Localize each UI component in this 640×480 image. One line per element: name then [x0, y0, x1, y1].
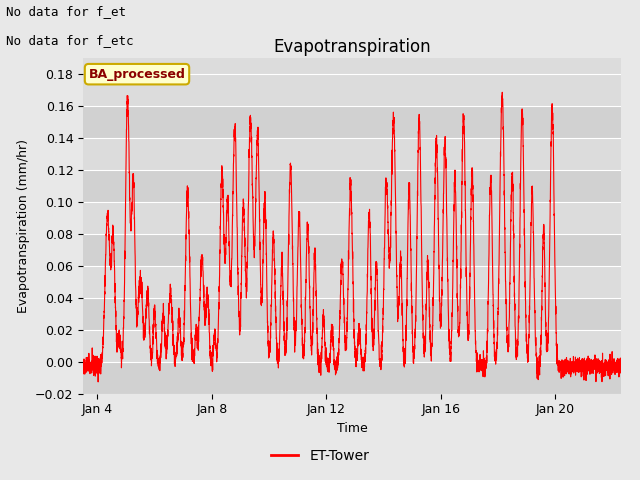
Title: Evapotranspiration: Evapotranspiration	[273, 38, 431, 56]
X-axis label: Time: Time	[337, 422, 367, 435]
Bar	[83, 169, 621, 202]
Text: No data for f_et: No data for f_et	[6, 5, 127, 18]
Legend: ET-Tower: ET-Tower	[265, 443, 375, 468]
Text: BA_processed: BA_processed	[88, 68, 186, 81]
Y-axis label: Evapotranspiration (mm/hr): Evapotranspiration (mm/hr)	[17, 139, 29, 312]
Text: No data for f_etc: No data for f_etc	[6, 34, 134, 47]
Bar	[83, 106, 621, 138]
Bar	[83, 298, 621, 330]
Bar	[83, 234, 621, 265]
Bar	[83, 361, 621, 394]
